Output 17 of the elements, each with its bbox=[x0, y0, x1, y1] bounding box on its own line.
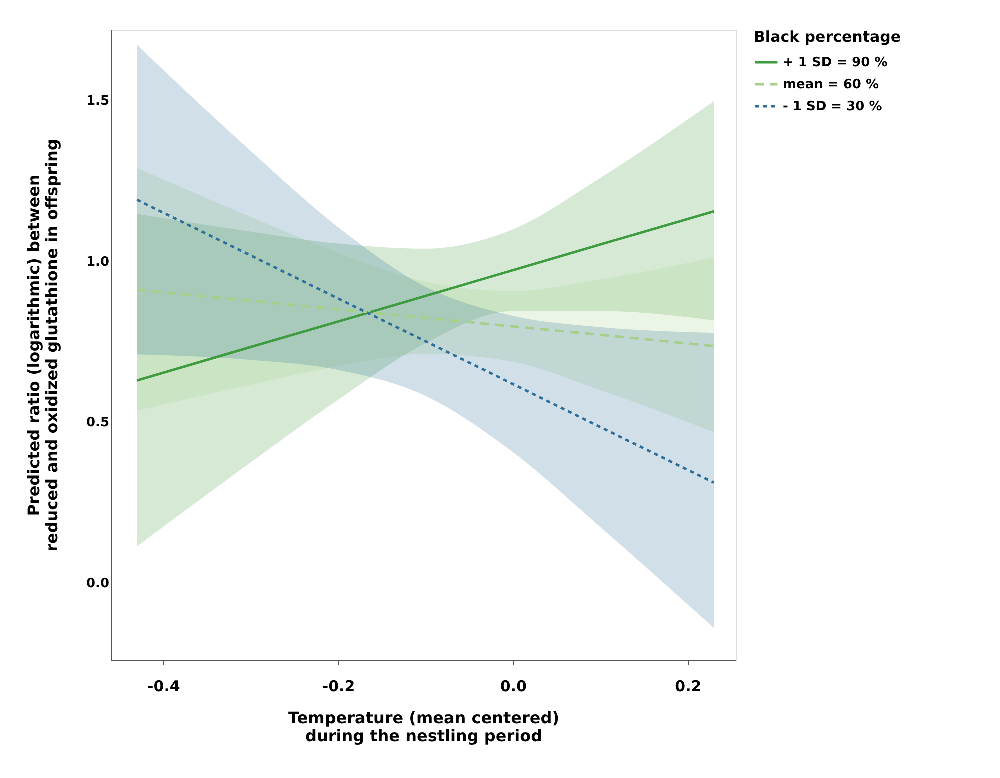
y-tick-label: 0.0 bbox=[86, 576, 110, 592]
y-tick-label: 0.5 bbox=[86, 416, 110, 431]
x-axis-title: Temperature (mean centered) during the nestling period bbox=[288, 708, 560, 746]
line-series bbox=[136, 288, 716, 348]
legend-title: Black percentage bbox=[754, 28, 902, 46]
y-tick-label: 1.0 bbox=[86, 254, 110, 270]
legend-label: mean = 60 % bbox=[783, 78, 879, 92]
x-tick-label: -0.2 bbox=[322, 678, 356, 696]
line-series bbox=[136, 198, 716, 484]
x-tick-label: 0.2 bbox=[675, 678, 702, 696]
legend-label: - 1 SD = 30 % bbox=[783, 100, 882, 114]
x-tick-label: 0.0 bbox=[500, 678, 527, 696]
line-series bbox=[136, 210, 716, 382]
x-tick-label: -0.4 bbox=[148, 678, 180, 696]
y-axis-title: Predicted ratio (logarithmic) between reduced and oxidized glutathione in offspring bbox=[24, 139, 62, 552]
legend-label: + 1 SD = 90 % bbox=[783, 56, 888, 70]
y-tick-label: 1.5 bbox=[86, 94, 110, 110]
